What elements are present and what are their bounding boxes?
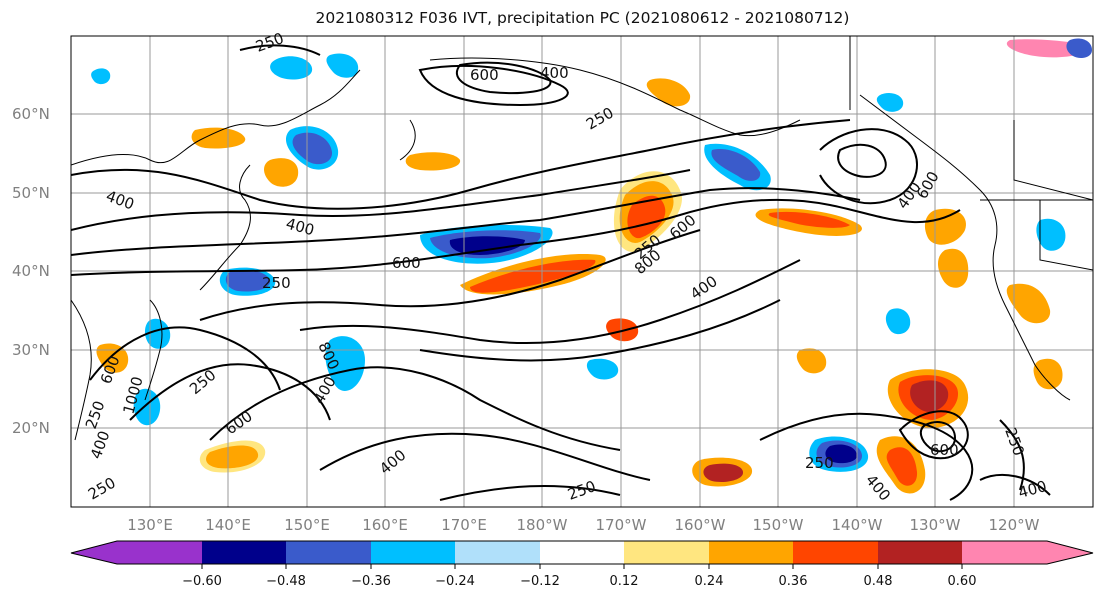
contour-label: 600 xyxy=(930,441,959,459)
colorbar-segments xyxy=(71,541,1093,564)
lon-label: 140°W xyxy=(832,516,883,534)
colorbar-segment xyxy=(540,541,624,564)
lon-label: 180°W xyxy=(517,516,568,534)
colorbar-segment xyxy=(793,541,878,564)
colorbar: −0.60 −0.48 −0.36 −0.24 −0.12 0.12 0.24 … xyxy=(70,540,1094,589)
contour-label: 400 xyxy=(1016,477,1048,502)
colorbar-label: 0.36 xyxy=(779,574,808,589)
colorbar-ticks xyxy=(201,564,963,569)
colorbar-label: 0.12 xyxy=(610,574,639,589)
contour-label: 600 xyxy=(470,66,499,84)
colorbar-label: −0.36 xyxy=(351,574,391,589)
colorbar-labels: −0.60 −0.48 −0.36 −0.24 −0.12 0.12 0.24 … xyxy=(182,574,976,589)
contour-label: 400 xyxy=(540,64,569,82)
contour-label: 250 xyxy=(1001,425,1028,458)
lon-label: 130°W xyxy=(910,516,961,534)
colorbar-segment xyxy=(962,541,1093,564)
lon-label: 160°W xyxy=(675,516,726,534)
colorbar-label: −0.60 xyxy=(182,574,222,589)
contour-label: 250 xyxy=(82,398,109,431)
contour-label: 600 xyxy=(222,407,256,438)
coastlines xyxy=(71,36,1093,441)
contour-label: 250 xyxy=(253,29,286,56)
lon-label: 170°W xyxy=(596,516,647,534)
longitude-labels: 130°E 140°E 150°E 160°E 170°E 180°W 170°… xyxy=(127,516,1039,534)
contour-label: 250 xyxy=(186,366,220,398)
precip-shading xyxy=(91,38,1092,494)
map-title: 2021080312 F036 IVT, precipitation PC (2… xyxy=(315,9,850,27)
contour-label: 400 xyxy=(87,428,114,461)
lon-label: 150°E xyxy=(284,516,330,534)
ivt-contours xyxy=(71,44,1051,501)
lat-label: 60°N xyxy=(12,105,50,123)
colorbar-segment xyxy=(624,541,709,564)
colorbar-label: −0.12 xyxy=(520,574,560,589)
colorbar-outline xyxy=(70,540,1094,565)
colorbar-label: −0.24 xyxy=(435,574,475,589)
contour-label: 250 xyxy=(262,274,291,292)
lon-label: 120°W xyxy=(989,516,1040,534)
colorbar-segment xyxy=(286,541,371,564)
lat-label: 20°N xyxy=(12,419,50,437)
positive-anomaly-blobs xyxy=(96,39,1091,494)
contour-label: 250 xyxy=(805,454,834,472)
contour-label: 250 xyxy=(85,474,119,504)
colorbar-segment xyxy=(202,541,286,564)
colorbar-segment xyxy=(371,541,455,564)
contour-label: 400 xyxy=(104,187,137,214)
contour-label: 250 xyxy=(583,104,617,134)
contour-label: 250 xyxy=(565,477,598,504)
lon-label: 150°W xyxy=(753,516,804,534)
lat-label: 50°N xyxy=(12,184,50,202)
colorbar-label: 0.24 xyxy=(695,574,724,589)
colorbar-segment xyxy=(455,541,540,564)
colorbar-label: 0.60 xyxy=(948,574,977,589)
contour-label: 400 xyxy=(376,446,410,478)
colorbar-label: −0.48 xyxy=(266,574,306,589)
lon-label: 140°E xyxy=(205,516,251,534)
colorbar-segment xyxy=(71,541,202,564)
colorbar-segment xyxy=(878,541,962,564)
lat-label: 30°N xyxy=(12,341,50,359)
lon-label: 170°E xyxy=(441,516,487,534)
contour-label: 400 xyxy=(284,214,316,239)
contour-label: 600 xyxy=(392,254,421,272)
map-frame xyxy=(70,35,1094,508)
colorbar-label: 0.48 xyxy=(864,574,893,589)
lon-label: 130°E xyxy=(127,516,173,534)
colorbar-segment xyxy=(709,541,793,564)
lon-label: 160°E xyxy=(362,516,408,534)
latitude-labels: 60°N 50°N 40°N 30°N 20°N xyxy=(12,105,50,437)
lat-label: 40°N xyxy=(12,262,50,280)
